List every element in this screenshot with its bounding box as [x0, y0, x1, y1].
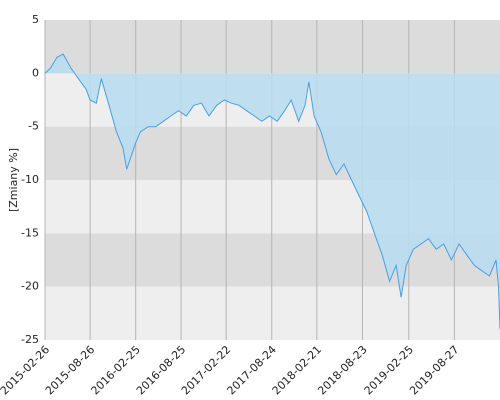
- y-axis-label: [Zmiany %]: [7, 148, 20, 212]
- y-tick-label: -5: [28, 120, 39, 133]
- y-tick-label: 5: [32, 13, 39, 26]
- y-tick-label: -20: [21, 280, 39, 293]
- grid-band: [45, 20, 500, 74]
- line: [44, 53, 500, 330]
- area-fill: [45, 54, 500, 330]
- y-tick-label: -15: [21, 226, 39, 239]
- y-tick-label: 0: [32, 66, 39, 79]
- x-tick-label: 2019-08-27: [407, 343, 461, 397]
- y-tick-label: -10: [21, 173, 39, 186]
- grid-band: [45, 286, 500, 340]
- y-tick-label: -25: [21, 333, 39, 346]
